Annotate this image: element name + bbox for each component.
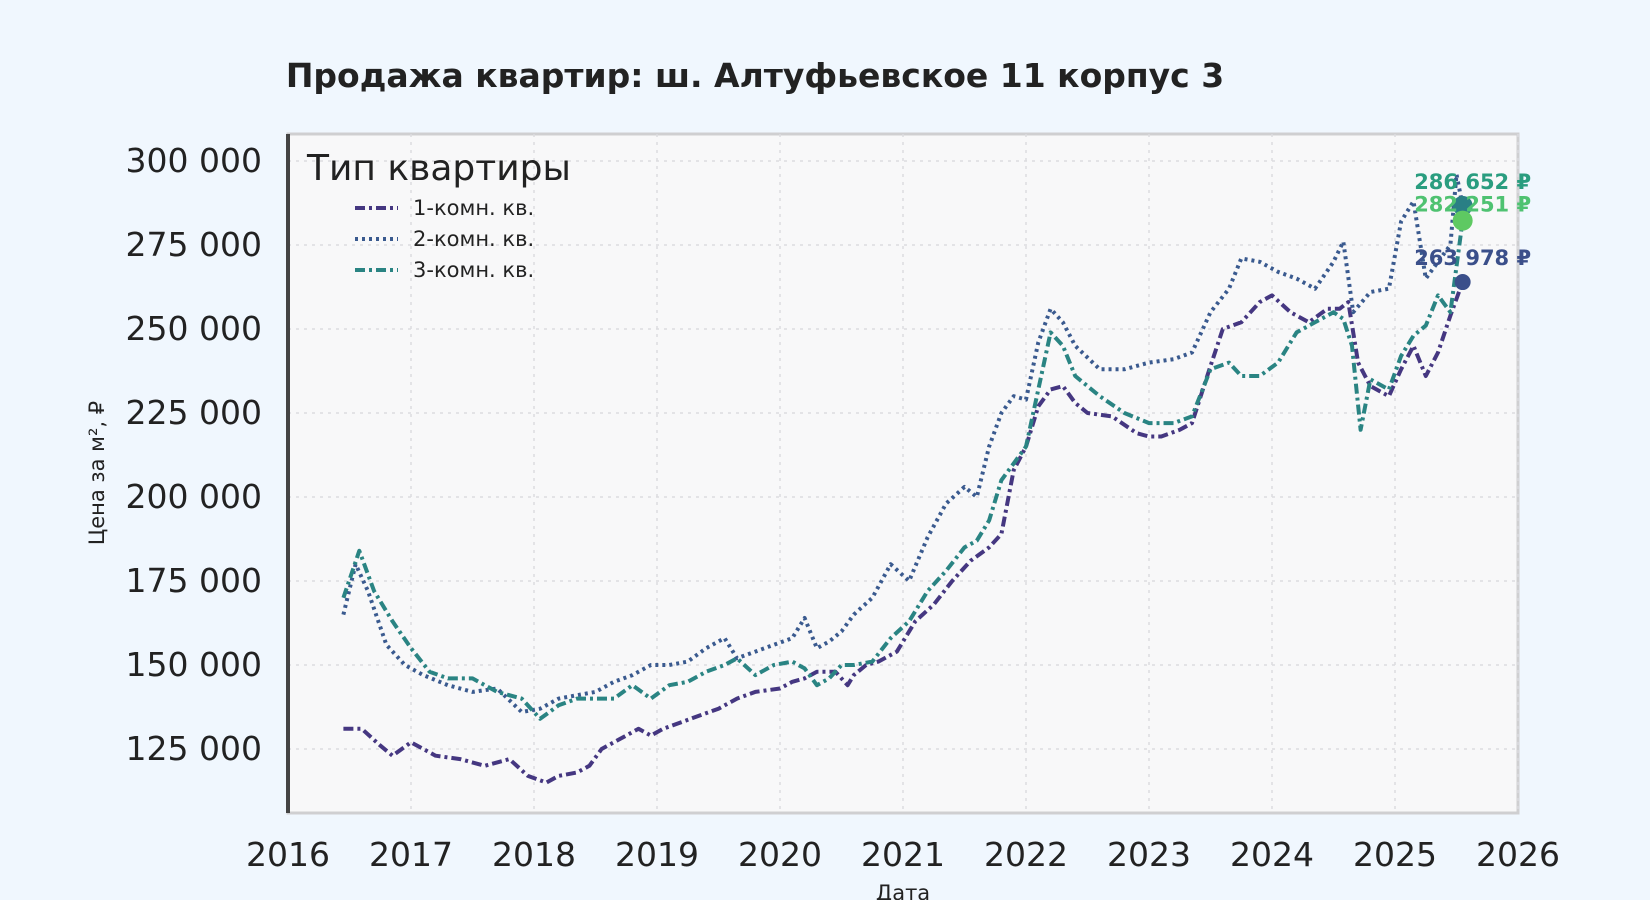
y-tick-label: 175 000 <box>126 561 262 600</box>
last-value-label: 286 652 ₽ <box>1414 170 1531 194</box>
y-tick-label: 300 000 <box>126 141 262 180</box>
x-tick-label: 2017 <box>369 835 453 874</box>
series-line <box>343 281 1465 785</box>
y-tick-label: 225 000 <box>126 393 262 432</box>
series-line <box>341 220 1465 721</box>
x-axis-label: Дата <box>876 881 930 900</box>
y-axis-label: Цена за м², ₽ <box>85 401 109 545</box>
x-tick-label: 2018 <box>492 835 576 874</box>
last-value-marker <box>1452 210 1473 231</box>
x-tick-label: 2023 <box>1107 835 1191 874</box>
legend-item-label: 2-комн. кв. <box>413 227 534 251</box>
y-tick-label: 125 000 <box>126 729 262 768</box>
y-tick-label: 250 000 <box>126 309 262 348</box>
legend-item-label: 1-комн. кв. <box>413 196 534 220</box>
last-value-markers: 286 652 ₽282 251 ₽ 263 978 ₽ <box>1414 170 1531 291</box>
last-value-label: 263 978 ₽ <box>1414 246 1531 270</box>
x-tick-label: 2019 <box>615 835 699 874</box>
chart-title: Продажа квартир: ш. Алтуфьевское 11 корп… <box>286 56 1224 95</box>
x-tick-label: 2020 <box>738 835 822 874</box>
legend: Тип квартиры 1-комн. кв. 2-комн. кв. 3-ком… <box>306 148 571 282</box>
legend-item-label: 3-комн. кв. <box>413 258 534 282</box>
y-tick-label: 200 000 <box>126 477 262 516</box>
series-layer <box>341 172 1465 785</box>
x-tick-label: 2026 <box>1476 835 1560 874</box>
y-axis-ticks: 125 000 150 000 175 000 200 000 225 000 250 0… <box>126 141 262 768</box>
legend-title: Тип квартиры <box>306 148 571 189</box>
x-tick-label: 2021 <box>861 835 945 874</box>
last-value-marker <box>1452 195 1473 216</box>
x-axis-ticks: 2016 2017 2018 2019 2020 2021 2022 2023 2024 2025… <box>246 835 1560 874</box>
last-value-marker <box>1454 274 1471 291</box>
y-tick-label: 150 000 <box>126 645 262 684</box>
x-tick-label: 2025 <box>1353 835 1437 874</box>
series-line <box>341 172 1465 714</box>
y-tick-label: 275 000 <box>126 225 262 264</box>
grid <box>287 134 1519 813</box>
x-tick-label: 2022 <box>984 835 1068 874</box>
last-value-label: 282 251 ₽ <box>1414 193 1531 217</box>
x-tick-label: 2024 <box>1230 835 1314 874</box>
x-tick-label: 2016 <box>246 835 330 874</box>
